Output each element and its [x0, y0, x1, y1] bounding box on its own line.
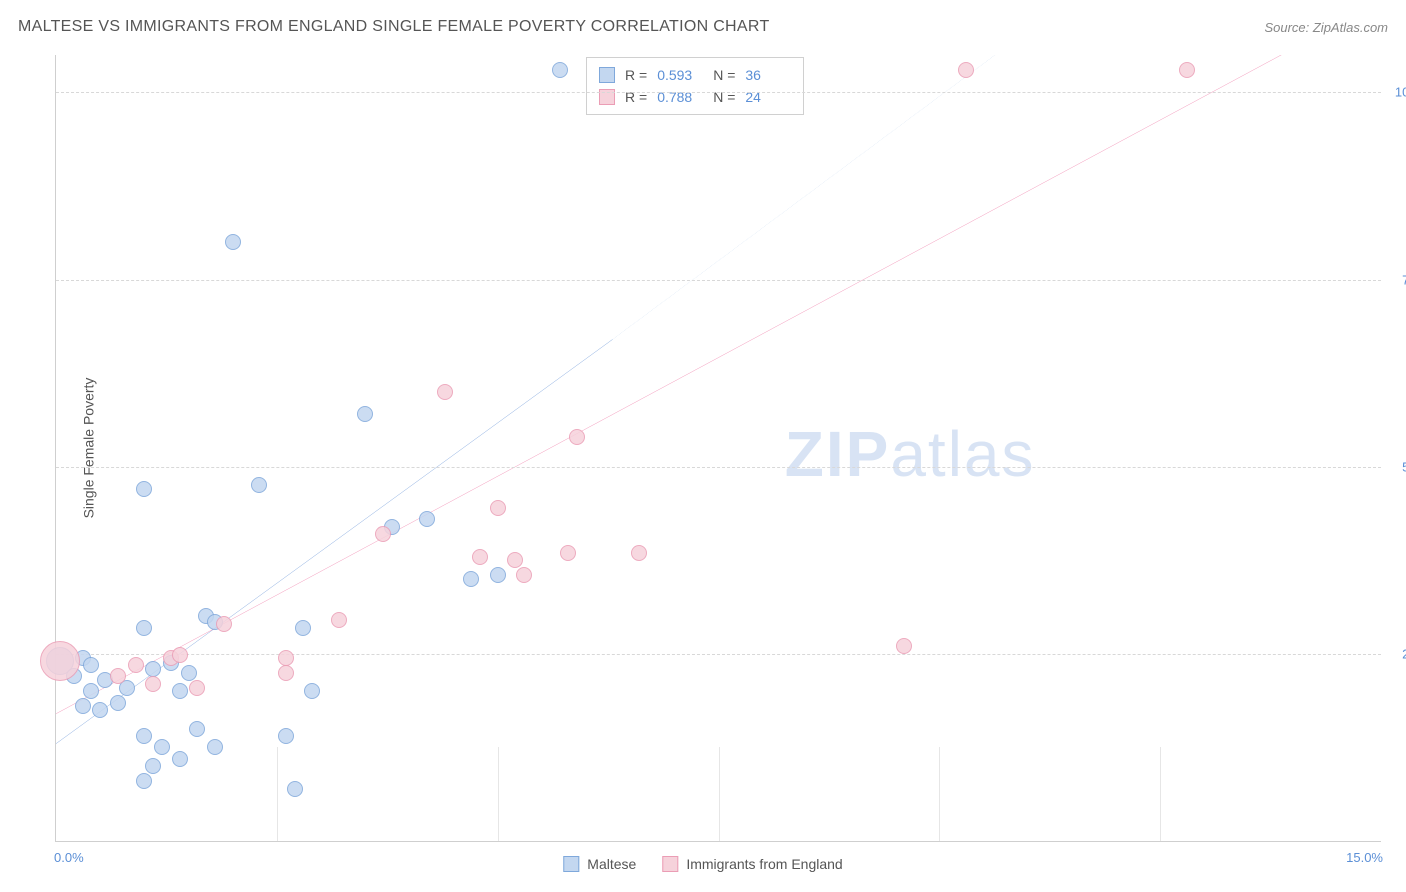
x-tick-label: 15.0%	[1346, 850, 1383, 865]
r-value: 0.788	[657, 86, 703, 108]
legend-item: Maltese	[563, 856, 636, 872]
x-minor-tick	[1160, 747, 1161, 841]
data-point	[278, 665, 294, 681]
n-value: 24	[745, 86, 791, 108]
gridline-h	[56, 280, 1381, 281]
legend-swatch	[662, 856, 678, 872]
data-point	[75, 698, 91, 714]
r-label: R =	[625, 64, 647, 86]
legend-label: Immigrants from England	[686, 856, 842, 872]
data-point	[181, 665, 197, 681]
legend-swatch	[599, 67, 615, 83]
r-label: R =	[625, 86, 647, 108]
data-point	[304, 683, 320, 699]
data-point	[463, 571, 479, 587]
y-tick-label: 100.0%	[1389, 85, 1406, 100]
data-point	[172, 647, 188, 663]
data-point	[40, 641, 80, 681]
data-point	[225, 234, 241, 250]
y-tick-label: 50.0%	[1389, 459, 1406, 474]
data-point	[83, 657, 99, 673]
data-point	[278, 650, 294, 666]
data-point	[1179, 62, 1195, 78]
gridline-h	[56, 92, 1381, 93]
r-value: 0.593	[657, 64, 703, 86]
data-point	[896, 638, 912, 654]
data-point	[145, 676, 161, 692]
trend-line	[56, 339, 613, 743]
data-point	[631, 545, 647, 561]
data-point	[136, 728, 152, 744]
legend-label: Maltese	[587, 856, 636, 872]
x-minor-tick	[719, 747, 720, 841]
scatter-chart: Single Female Poverty ZIPatlas R = 0.593…	[55, 55, 1381, 842]
trend-line	[56, 55, 1337, 714]
data-point	[216, 616, 232, 632]
n-value: 36	[745, 64, 791, 86]
data-point	[516, 567, 532, 583]
x-tick-label: 0.0%	[54, 850, 84, 865]
chart-legend: Maltese Immigrants from England	[563, 856, 842, 872]
data-point	[83, 683, 99, 699]
data-point	[92, 702, 108, 718]
data-point	[251, 477, 267, 493]
data-point	[172, 683, 188, 699]
data-point	[189, 680, 205, 696]
data-point	[136, 773, 152, 789]
watermark: ZIPatlas	[785, 417, 1036, 491]
data-point	[569, 429, 585, 445]
legend-swatch	[563, 856, 579, 872]
data-point	[331, 612, 347, 628]
legend-item: Immigrants from England	[662, 856, 842, 872]
data-point	[278, 728, 294, 744]
data-point	[295, 620, 311, 636]
data-point	[145, 758, 161, 774]
data-point	[419, 511, 435, 527]
data-point	[287, 781, 303, 797]
data-point	[507, 552, 523, 568]
x-minor-tick	[498, 747, 499, 841]
n-label: N =	[713, 64, 735, 86]
source-label: Source: ZipAtlas.com	[1264, 20, 1388, 35]
data-point	[357, 406, 373, 422]
legend-swatch	[599, 89, 615, 105]
n-label: N =	[713, 86, 735, 108]
data-point	[490, 500, 506, 516]
data-point	[490, 567, 506, 583]
data-point	[110, 668, 126, 684]
data-point	[110, 695, 126, 711]
y-tick-label: 25.0%	[1389, 646, 1406, 661]
stats-row: R = 0.593 N = 36	[599, 64, 791, 86]
data-point	[136, 620, 152, 636]
x-minor-tick	[277, 747, 278, 841]
x-minor-tick	[939, 747, 940, 841]
chart-title: MALTESE VS IMMIGRANTS FROM ENGLAND SINGL…	[18, 18, 770, 36]
data-point	[172, 751, 188, 767]
data-point	[552, 62, 568, 78]
data-point	[154, 739, 170, 755]
data-point	[128, 657, 144, 673]
gridline-h	[56, 654, 1381, 655]
data-point	[145, 661, 161, 677]
stats-row: R = 0.788 N = 24	[599, 86, 791, 108]
data-point	[472, 549, 488, 565]
data-point	[437, 384, 453, 400]
data-point	[560, 545, 576, 561]
y-tick-label: 75.0%	[1389, 272, 1406, 287]
data-point	[958, 62, 974, 78]
data-point	[207, 739, 223, 755]
gridline-h	[56, 467, 1381, 468]
correlation-stats-box: R = 0.593 N = 36 R = 0.788 N = 24	[586, 57, 804, 115]
data-point	[136, 481, 152, 497]
data-point	[189, 721, 205, 737]
y-axis-label: Single Female Poverty	[80, 378, 96, 519]
data-point	[375, 526, 391, 542]
